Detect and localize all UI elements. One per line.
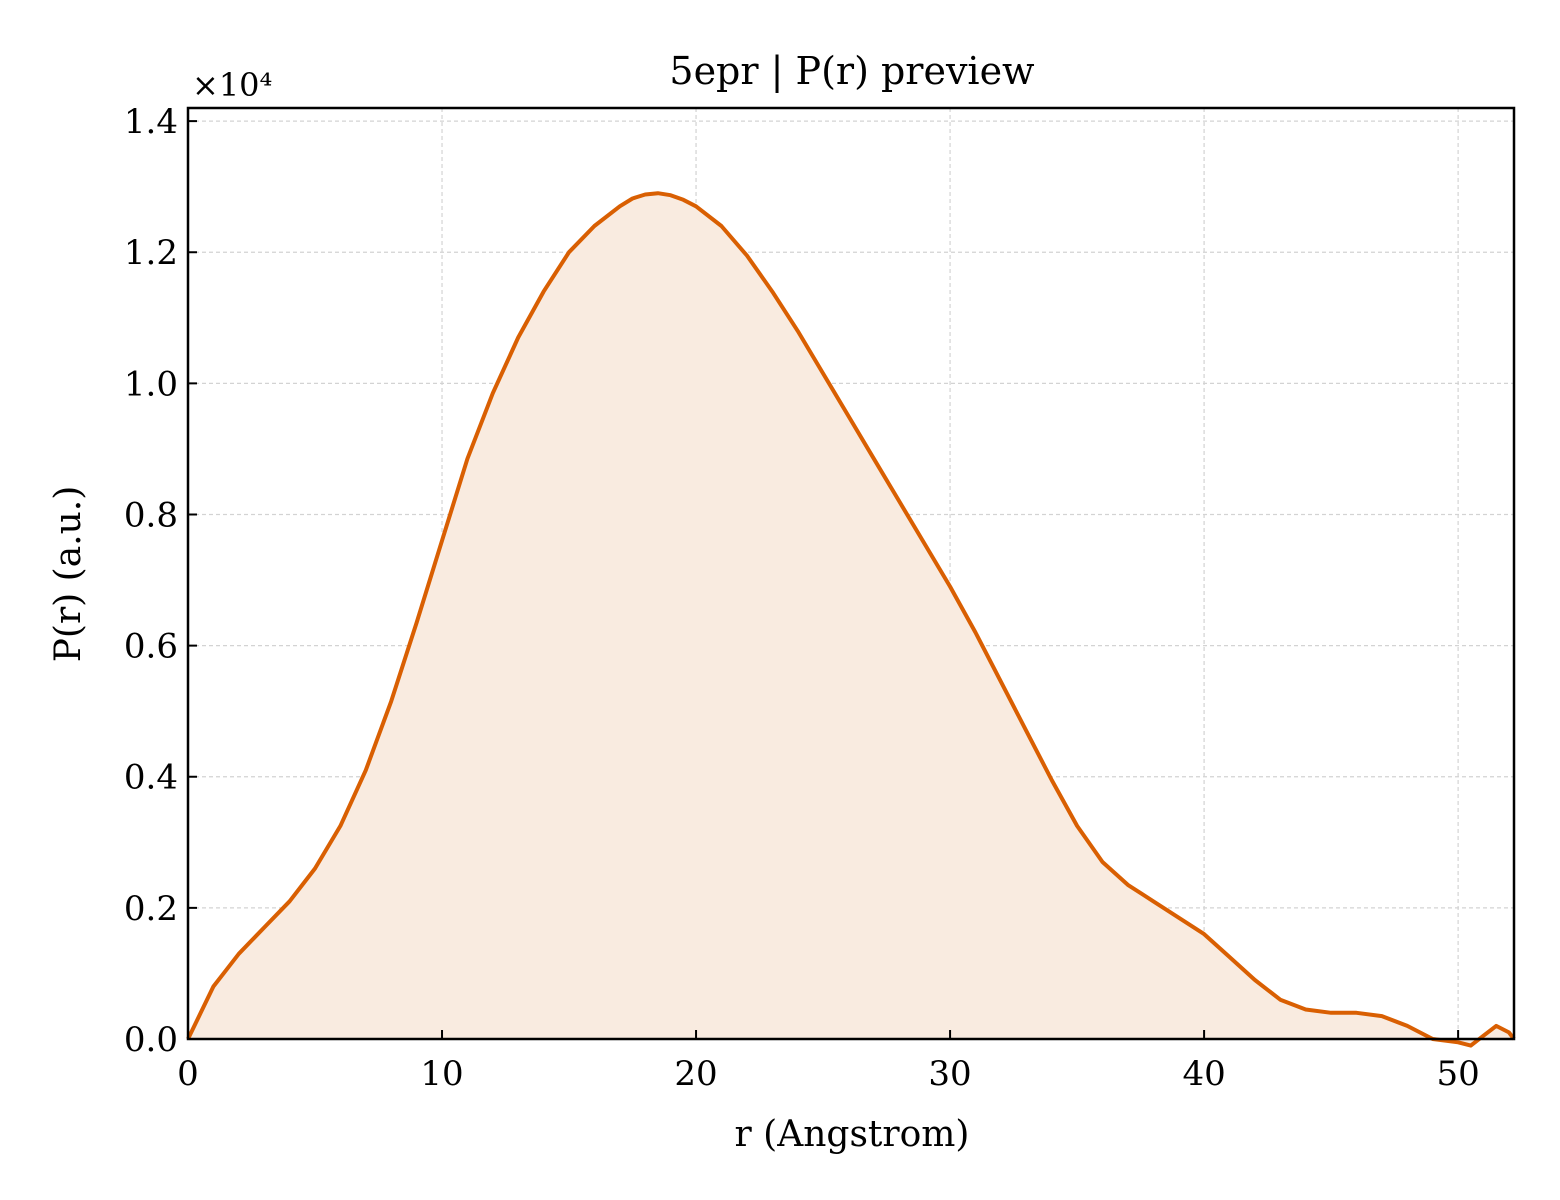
plot-frame xyxy=(186,106,1516,1041)
series-area-fill xyxy=(188,193,1514,1046)
y-tick-label: 0.8 xyxy=(124,495,178,535)
x-tick-label: 30 xyxy=(928,1054,971,1094)
y-scale-multiplier: ×10⁴ xyxy=(192,66,272,104)
y-axis-label: P(r) (a.u.) xyxy=(48,486,89,663)
x-tick-label: 10 xyxy=(420,1054,463,1094)
y-tick-label: 0.6 xyxy=(124,627,178,667)
y-tick-label: 1.2 xyxy=(124,233,178,273)
y-tick-label: 1.4 xyxy=(124,102,178,142)
y-tick-label: 1.0 xyxy=(124,364,178,404)
chart-title: 5epr | P(r) preview xyxy=(669,49,1035,93)
x-axis-label: r (Angstrom) xyxy=(735,1114,970,1155)
x-tick-label: 50 xyxy=(1436,1054,1479,1094)
x-tick-label: 20 xyxy=(674,1054,717,1094)
series-line xyxy=(186,191,1516,1048)
y-tick-label: 0.4 xyxy=(124,758,178,798)
y-tick-label: 0.2 xyxy=(124,889,178,929)
x-tick-label: 40 xyxy=(1182,1054,1225,1094)
x-tick-label: 0 xyxy=(177,1054,199,1094)
y-tick-label: 0.0 xyxy=(124,1020,178,1060)
ticks: 0 10 20 30 40 50 0.0 0.2 0.4 0.6 0.8 1.0 1.2 1.4 xyxy=(124,102,1480,1094)
